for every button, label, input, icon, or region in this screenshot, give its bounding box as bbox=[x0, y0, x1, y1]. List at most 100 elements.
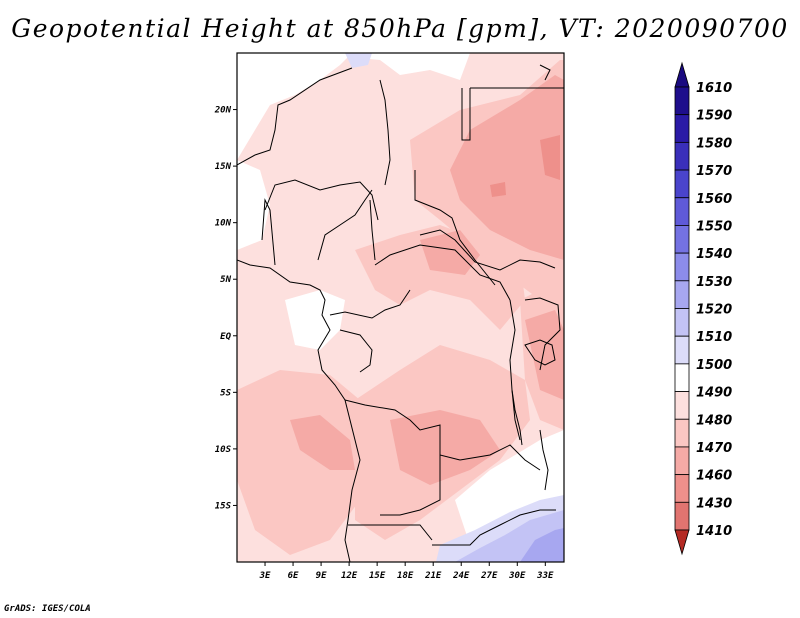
latitude-axis: 20N 15N 10N 5N EQ 5S 10S 15S bbox=[214, 106, 237, 511]
lon-tick-label: 24E bbox=[452, 571, 470, 581]
lon-tick-label: 18E bbox=[397, 571, 414, 581]
field-white-gulf bbox=[285, 290, 345, 350]
colorbar-segment bbox=[674, 86, 690, 116]
colorbar-segment bbox=[674, 114, 690, 143]
colorbar-segment bbox=[674, 169, 690, 199]
lat-tick-label: 10N bbox=[215, 219, 232, 229]
lat-tick-label: 15S bbox=[215, 501, 232, 511]
border-libya-chad bbox=[379, 79, 391, 186]
border-coast-west bbox=[237, 259, 361, 562]
field-1460-spot-1 bbox=[540, 135, 560, 180]
lat-tick-label: 20N bbox=[214, 106, 232, 116]
lon-tick-label: 15E bbox=[369, 571, 386, 581]
colorbar-bottom-arrow bbox=[674, 529, 690, 556]
longitude-axis: 3E 6E 9E 12E 15E 18E 21E 24E 27E 30E 33E bbox=[259, 562, 554, 581]
field-1470-east bbox=[525, 310, 564, 400]
field-white-north bbox=[300, 53, 470, 80]
field-1510-north bbox=[345, 53, 372, 68]
lon-tick-label: 21E bbox=[424, 571, 442, 581]
colorbar-label: 1550 bbox=[696, 219, 732, 234]
colorbar-top-arrow bbox=[674, 61, 690, 88]
field-1480-atlantic bbox=[237, 370, 375, 555]
border-chad-sudan bbox=[414, 170, 496, 286]
colorbar-segment bbox=[674, 141, 690, 171]
colorbar-label: 1490 bbox=[696, 386, 732, 401]
field-1470-central bbox=[420, 230, 480, 275]
field-1470-atlantic bbox=[290, 415, 355, 470]
grads-credit: GrADS: IGES/COLA bbox=[4, 604, 91, 614]
colorbar-label: 1530 bbox=[696, 275, 732, 290]
colorbar-segment bbox=[674, 474, 690, 503]
map-frame bbox=[236, 52, 565, 563]
colorbar-segment bbox=[674, 501, 690, 531]
border-gabon bbox=[339, 329, 373, 373]
height-field bbox=[237, 53, 564, 562]
border-red-sea bbox=[539, 64, 551, 81]
lat-tick-label: 10S bbox=[215, 445, 232, 455]
lon-tick-label: 9E bbox=[316, 571, 327, 581]
border-drc-angola bbox=[344, 399, 461, 461]
border-lake-tanganyika bbox=[511, 389, 523, 446]
lon-tick-label: 12E bbox=[341, 571, 358, 581]
border-lake-malawi bbox=[539, 429, 549, 491]
border-namibia-botswana bbox=[432, 509, 556, 546]
border-angola-zambia bbox=[380, 455, 441, 516]
colorbar-label: 1520 bbox=[696, 303, 732, 318]
colorbar-segment bbox=[674, 308, 690, 337]
country-borders bbox=[237, 64, 564, 562]
colorbar-label: 1570 bbox=[696, 164, 732, 179]
colorbar-segment bbox=[674, 280, 690, 309]
field-1530-southeast bbox=[520, 528, 564, 562]
field-1470-drc bbox=[390, 410, 500, 485]
colorbar-label: 1430 bbox=[696, 496, 732, 511]
lat-tick-label: 15N bbox=[215, 162, 232, 172]
border-angola-namibia bbox=[348, 524, 433, 541]
colorbar-segment bbox=[674, 335, 690, 365]
colorbar-label: 1560 bbox=[696, 192, 732, 207]
colorbar-label: 1510 bbox=[696, 330, 732, 345]
border-car-drc bbox=[374, 244, 511, 301]
colorbar-label: 1500 bbox=[696, 358, 732, 373]
colorbar-segment bbox=[674, 197, 690, 226]
border-ghana-benin bbox=[261, 198, 276, 266]
lat-tick-label: 5N bbox=[220, 275, 231, 285]
border-great-lakes bbox=[524, 339, 556, 366]
colorbar-label: 1610 bbox=[696, 81, 732, 96]
colorbar-label: 1460 bbox=[696, 469, 732, 484]
colorbar-segment bbox=[674, 252, 690, 282]
colorbar-label: 1580 bbox=[696, 136, 732, 151]
colorbar-label: 1470 bbox=[696, 441, 732, 456]
border-south-sudan bbox=[419, 229, 556, 271]
border-zambia-east bbox=[459, 444, 541, 471]
border-egypt-sudan bbox=[461, 88, 471, 141]
map-title: Geopotential Height at 850hPa [gpm], VT:… bbox=[11, 14, 789, 43]
lon-tick-label: 27E bbox=[480, 571, 498, 581]
field-white-northwest bbox=[237, 53, 352, 160]
colorbar-label: 1540 bbox=[696, 247, 732, 262]
lon-tick-label: 30E bbox=[508, 571, 526, 581]
border-nigeria-cameroon bbox=[317, 189, 373, 261]
colorbar-label: 1590 bbox=[696, 109, 732, 124]
colorbar-label: 1480 bbox=[696, 413, 732, 428]
border-niger-chad bbox=[369, 199, 376, 261]
colorbar-segment bbox=[674, 363, 690, 392]
colorbar-segment bbox=[674, 391, 690, 420]
lat-tick-label: EQ bbox=[220, 332, 231, 342]
lon-tick-label: 6E bbox=[288, 571, 299, 581]
colorbar: 1610 1590 1580 1570 1560 1550 1540 1530 1520 1510… bbox=[674, 61, 732, 556]
border-congo bbox=[329, 289, 411, 319]
border-sahel-north bbox=[237, 67, 353, 166]
field-1460-spot-2 bbox=[490, 182, 506, 197]
lat-tick-label: 5S bbox=[220, 388, 231, 398]
border-east-africa bbox=[524, 297, 561, 371]
lon-tick-label: 33E bbox=[536, 571, 554, 581]
colorbar-segment bbox=[674, 446, 690, 476]
colorbar-segment bbox=[674, 418, 690, 448]
colorbar-segment bbox=[674, 225, 690, 254]
lon-tick-label: 3E bbox=[259, 571, 271, 581]
field-white-west-coast bbox=[237, 160, 270, 250]
border-drc-east bbox=[509, 299, 521, 441]
colorbar-label: 1410 bbox=[696, 524, 732, 539]
field-1470-sudan bbox=[450, 75, 564, 260]
